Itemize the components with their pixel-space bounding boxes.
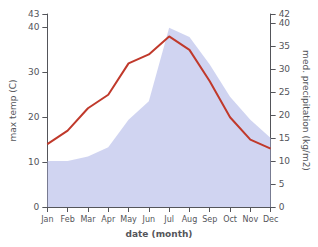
svg-text:Dec: Dec [263,215,278,224]
svg-text:Feb: Feb [61,215,75,224]
svg-text:35: 35 [279,41,290,51]
svg-text:Nov: Nov [243,215,259,224]
svg-text:date (month): date (month) [126,229,193,239]
svg-text:0: 0 [34,202,40,212]
svg-text:Jun: Jun [142,215,156,224]
svg-text:30: 30 [279,64,291,74]
svg-text:20: 20 [28,112,40,122]
svg-text:10: 10 [279,156,291,166]
svg-text:Aug: Aug [182,215,198,224]
svg-text:Sep: Sep [202,215,217,224]
svg-text:40: 40 [279,18,291,28]
svg-text:15: 15 [279,133,290,143]
svg-text:Oct: Oct [223,215,237,224]
svg-text:0: 0 [279,202,285,212]
svg-text:med. precipitation (kg/m2): med. precipitation (kg/m2) [301,50,311,171]
svg-text:43: 43 [28,9,39,19]
svg-text:30: 30 [28,67,40,77]
svg-text:May: May [120,215,137,224]
svg-text:20: 20 [279,110,291,120]
svg-text:Jul: Jul [163,215,174,224]
svg-text:10: 10 [28,157,40,167]
svg-text:42: 42 [279,9,290,19]
svg-text:5: 5 [279,179,285,189]
svg-text:25: 25 [279,87,290,97]
svg-text:Jan: Jan [40,215,53,224]
svg-text:Apr: Apr [101,215,116,224]
svg-text:Mar: Mar [80,215,96,224]
svg-text:max temp (C): max temp (C) [8,79,18,141]
svg-text:40: 40 [28,22,40,32]
